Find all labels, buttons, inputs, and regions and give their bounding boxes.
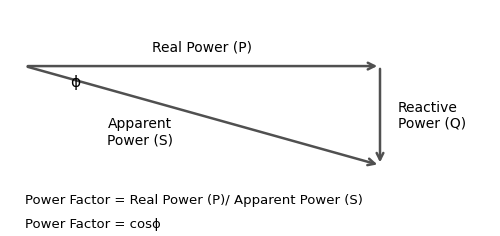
- Text: ϕ: ϕ: [70, 75, 80, 90]
- Text: Real Power (P): Real Power (P): [152, 40, 252, 54]
- Text: Reactive
Power (Q): Reactive Power (Q): [398, 101, 466, 131]
- Text: Power Factor = Real Power (P)/ Apparent Power (S): Power Factor = Real Power (P)/ Apparent …: [25, 194, 363, 207]
- Text: Apparent
Power (S): Apparent Power (S): [107, 117, 173, 147]
- Text: Power Factor = cosϕ: Power Factor = cosϕ: [25, 218, 161, 231]
